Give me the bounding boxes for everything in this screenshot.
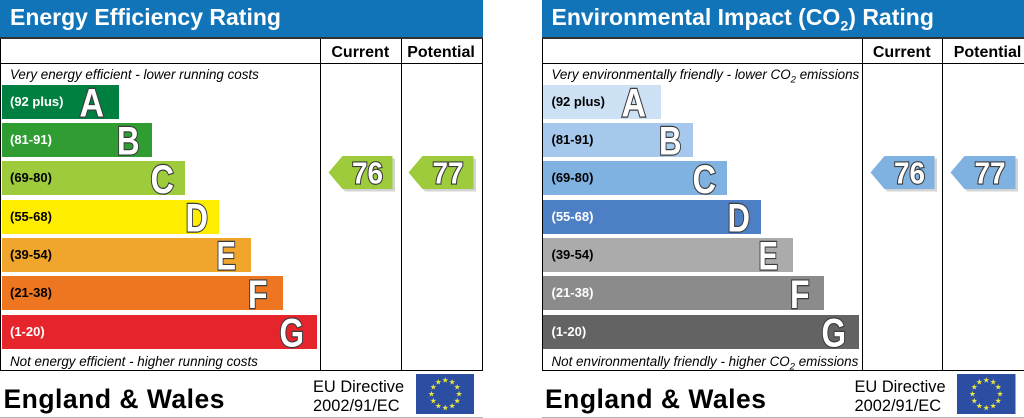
svg-text:76: 76 [894,155,925,190]
svg-text:76: 76 [352,155,383,190]
svg-text:A: A [80,81,105,125]
svg-text:B: B [659,120,682,164]
svg-text:77: 77 [974,155,1005,190]
svg-text:77: 77 [433,155,464,190]
svg-text:E: E [758,235,778,279]
svg-text:C: C [692,158,716,202]
svg-text:C: C [151,158,175,202]
svg-text:B: B [117,120,140,164]
svg-text:D: D [727,196,750,240]
svg-text:G: G [821,311,846,355]
svg-text:F: F [790,273,810,317]
svg-text:D: D [186,196,209,240]
svg-text:G: G [280,311,305,355]
svg-text:F: F [248,273,268,317]
svg-text:A: A [621,81,646,125]
svg-text:E: E [217,235,237,279]
